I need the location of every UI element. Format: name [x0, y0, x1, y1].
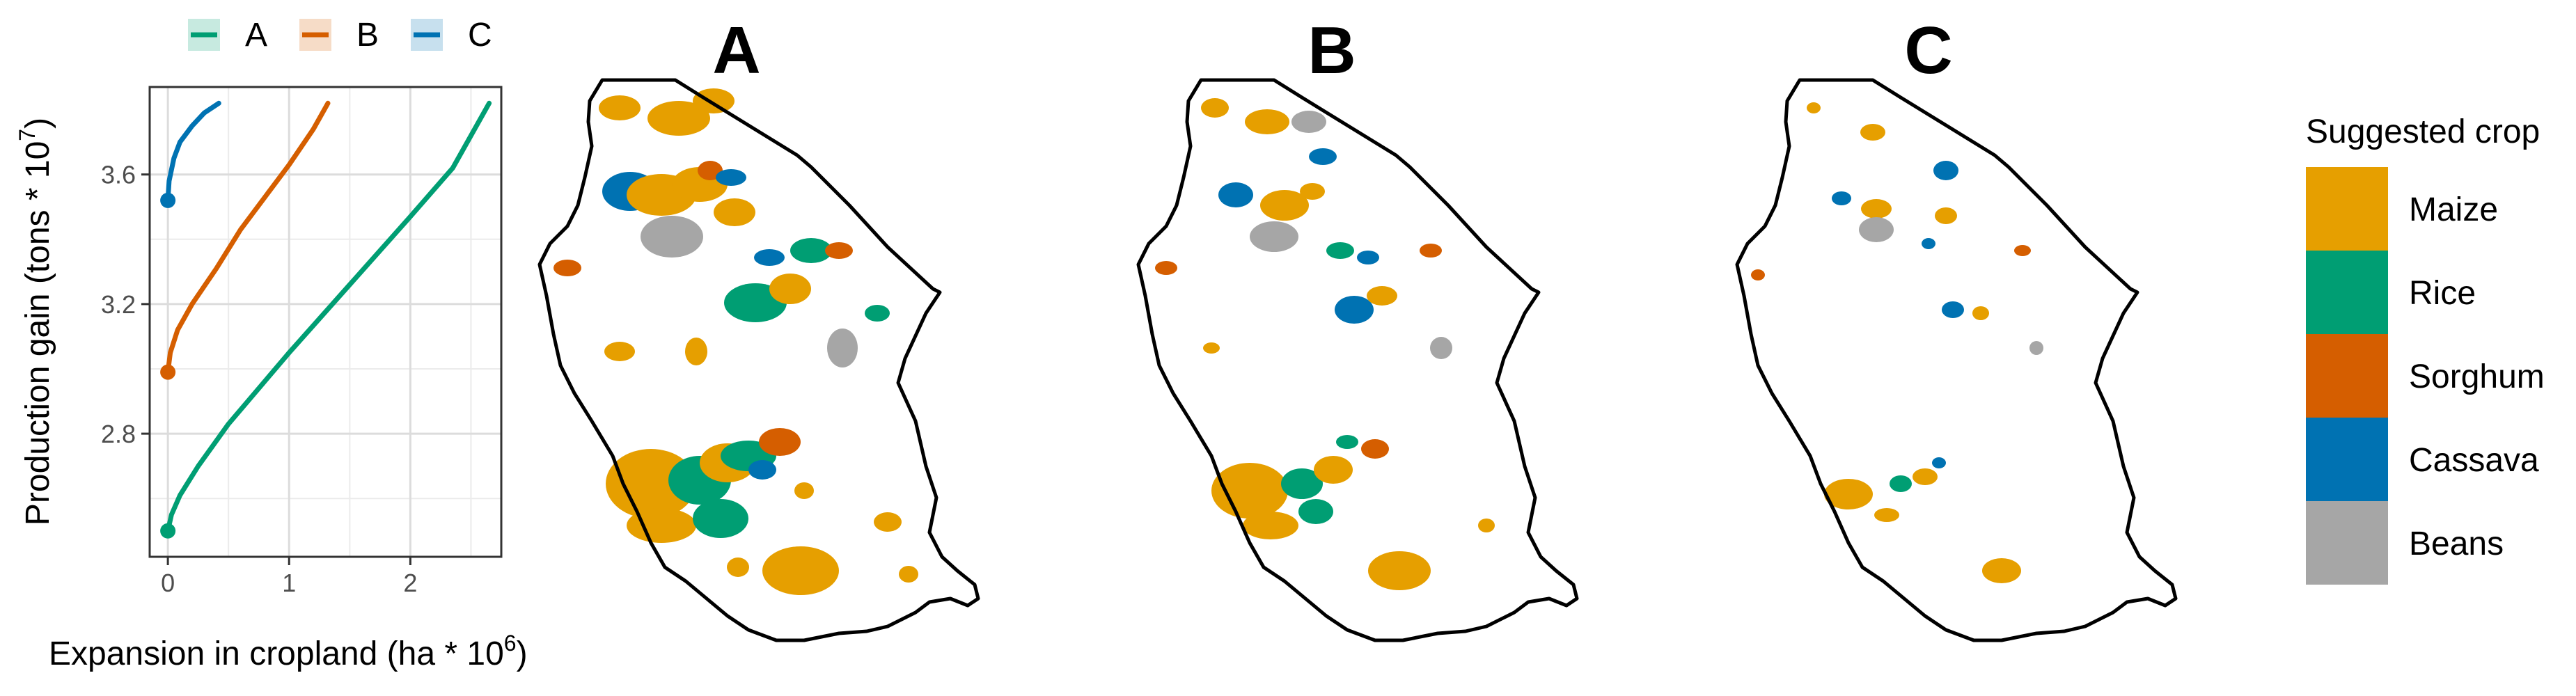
crop-suggestion-patches: [1155, 98, 1495, 590]
x-axis-title: Expansion in cropland (ha * 106): [49, 631, 528, 672]
crop-legend-swatch-rice: [2306, 251, 2388, 334]
x-tick-label: 1: [282, 569, 296, 597]
series-lines: [160, 100, 492, 539]
crop-legend-label-rice: Rice: [2409, 275, 2476, 312]
legend-label-c: C: [468, 17, 492, 54]
map-panel-c: [1737, 80, 2176, 640]
series-line-a: [165, 100, 492, 534]
grid: [150, 87, 501, 557]
crop-legend-swatch-beans: [2306, 501, 2388, 585]
map-panel-b: [1138, 80, 1577, 640]
crop-suggestion-patches: [1751, 102, 2043, 583]
country-outline: [540, 80, 978, 640]
crop-legend-label-maize: Maize: [2409, 191, 2498, 228]
y-tick-label: 3.2: [101, 290, 136, 319]
plot-panel-border: [148, 86, 503, 558]
crop-legend-swatch-sorghum: [2306, 334, 2388, 418]
panel-title-b: B: [1307, 13, 1356, 88]
crop-legend: Maize Rice Sorghum Cassava Beans: [2306, 167, 2545, 585]
y-axis: 2.8 3.2 3.6: [101, 161, 150, 448]
x-axis: 0 1 2: [161, 557, 417, 597]
crop-legend-title: Suggested crop: [2306, 113, 2540, 150]
series-start-point-c: [160, 192, 176, 208]
legend-label-b: B: [356, 17, 379, 54]
panel-title-c: C: [1904, 13, 1952, 88]
series-start-point-a: [160, 523, 176, 539]
crop-suggestion-patches: [553, 88, 918, 595]
series-line-b: [165, 100, 331, 375]
line-legend: A B C: [188, 17, 492, 54]
y-tick-label: 2.8: [101, 420, 136, 448]
panel-title-a: A: [712, 13, 760, 88]
crop-legend-label-beans: Beans: [2409, 525, 2504, 562]
crop-legend-label-cassava: Cassava: [2409, 442, 2539, 479]
x-tick-label: 2: [403, 569, 417, 597]
legend-label-a: A: [245, 17, 267, 54]
line-chart: 0 1 2 2.8 3.2 3.6 Expansion in cropland (ha …: [15, 17, 528, 672]
country-outline: [1737, 80, 2176, 640]
crop-legend-swatch-cassava: [2306, 418, 2388, 501]
y-axis-title: Production gain (tons * 107): [15, 118, 56, 525]
series-line-c: [165, 100, 221, 203]
country-outline: [1138, 80, 1577, 640]
y-tick-label: 3.6: [101, 161, 136, 189]
crop-legend-label-sorghum: Sorghum: [2409, 358, 2545, 395]
plot-panel-background: [150, 87, 501, 557]
map-panel-a: [540, 80, 978, 640]
crop-legend-swatch-maize: [2306, 167, 2388, 251]
x-tick-label: 0: [161, 569, 175, 597]
series-start-point-b: [160, 364, 176, 380]
